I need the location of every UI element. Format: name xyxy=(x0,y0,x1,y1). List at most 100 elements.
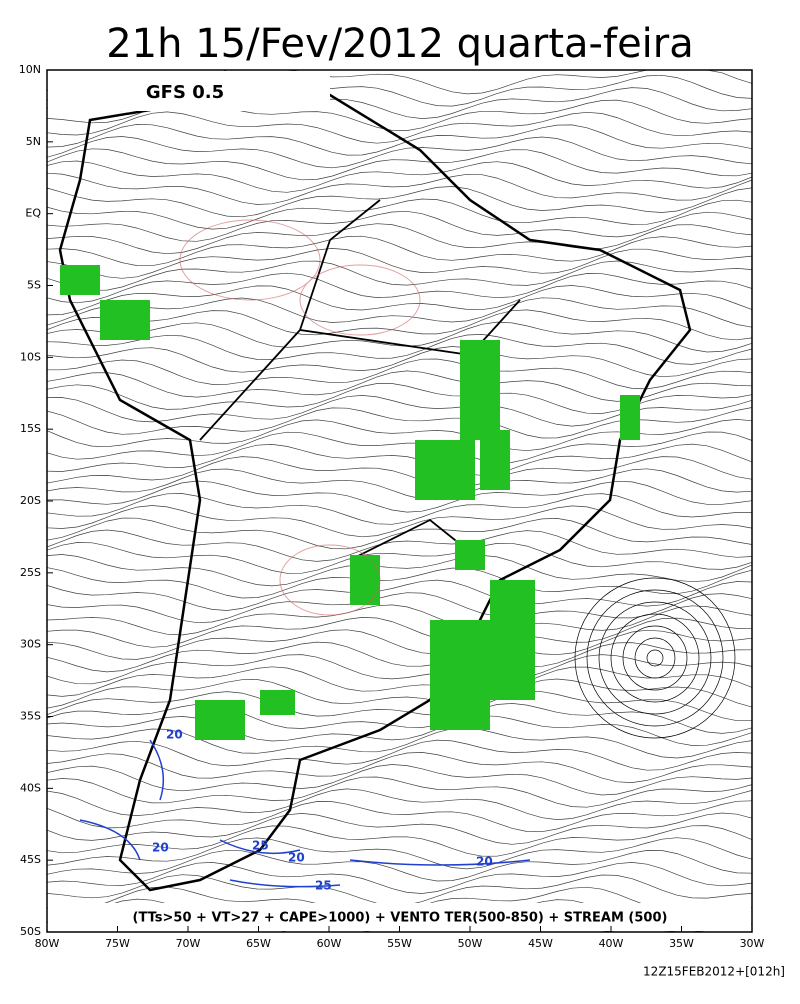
vortex xyxy=(586,589,724,727)
green-areas xyxy=(60,265,640,740)
streamline xyxy=(46,788,753,820)
streamline xyxy=(46,800,753,833)
lon-label: 65W xyxy=(246,937,271,950)
streamline xyxy=(46,727,753,759)
streamline xyxy=(46,186,753,218)
streamline xyxy=(46,210,753,242)
lat-label: 35S xyxy=(20,710,41,723)
map-frame xyxy=(46,69,753,933)
vortex xyxy=(598,601,712,715)
streamline xyxy=(46,480,753,513)
streamline xyxy=(46,579,753,611)
lon-label: 75W xyxy=(105,937,130,950)
lat-label: 20S xyxy=(20,494,41,507)
streamline xyxy=(46,456,753,488)
streamlines xyxy=(46,69,753,933)
lat-label: 15S xyxy=(20,422,41,435)
contour-label: 20 xyxy=(152,841,169,855)
streamline xyxy=(46,641,753,673)
streamline xyxy=(46,812,753,845)
streamline xyxy=(46,148,753,181)
lon-label: 30W xyxy=(740,937,765,950)
vortex xyxy=(610,613,700,703)
lat-label: 50S xyxy=(20,925,41,938)
streamline xyxy=(46,542,753,574)
lon-label: 45W xyxy=(528,937,553,950)
streamline xyxy=(46,849,753,882)
lat-label: 45S xyxy=(20,853,41,866)
streamline xyxy=(46,517,753,550)
vortex xyxy=(646,649,664,667)
lon-label: 80W xyxy=(35,937,60,950)
lon-label: 55W xyxy=(387,937,412,950)
streamline xyxy=(46,358,753,390)
streamline xyxy=(46,111,753,144)
streamline xyxy=(46,235,753,267)
streamline xyxy=(46,124,753,156)
streamline xyxy=(46,654,753,685)
lon-label: 40W xyxy=(599,937,624,950)
panel-label: GFS 0.5 xyxy=(146,82,224,103)
streamline xyxy=(46,703,753,734)
streamline xyxy=(46,666,753,697)
streamline xyxy=(46,285,753,316)
streamline xyxy=(46,629,753,660)
streamline xyxy=(46,321,753,353)
lon-label: 50W xyxy=(458,937,483,950)
contour-label: 20 xyxy=(476,855,493,869)
lat-label: EQ xyxy=(25,207,41,220)
label-box xyxy=(48,71,330,111)
streamline xyxy=(46,272,753,304)
streamline xyxy=(46,260,753,291)
streamline xyxy=(46,198,753,230)
wind-contours xyxy=(79,739,531,888)
lat-label: 5S xyxy=(27,279,41,292)
streamline xyxy=(46,604,753,636)
lon-label: 60W xyxy=(317,937,342,950)
streamline xyxy=(46,691,752,722)
contour-label: 20 xyxy=(288,851,305,865)
lon-label: 70W xyxy=(176,937,201,950)
contour-label: 25 xyxy=(315,879,332,893)
streamline xyxy=(46,172,753,205)
streamline xyxy=(46,715,753,746)
borders xyxy=(199,199,521,561)
title: 21h 15/Fev/2012 quarta-feira xyxy=(106,21,694,67)
lat-label: 40S xyxy=(20,781,41,794)
lat-label: 10N xyxy=(19,63,41,76)
lon-label: 35W xyxy=(669,937,694,950)
streamline xyxy=(46,443,753,476)
streamline xyxy=(46,617,753,648)
streamline xyxy=(46,505,753,538)
streamline xyxy=(46,248,753,279)
streamline xyxy=(46,825,753,857)
streamline xyxy=(46,678,753,709)
lat-label: 5N xyxy=(26,135,41,148)
contour-label: 25 xyxy=(252,839,269,853)
streamline xyxy=(46,554,753,587)
contour-label: 20 xyxy=(166,728,183,742)
cape-contours xyxy=(179,219,421,616)
caption: (TTs>50 + VT>27 + CAPE>1000) + VENTO TER… xyxy=(133,911,668,926)
streamline xyxy=(46,334,753,365)
streamline xyxy=(46,431,753,464)
streamline xyxy=(46,136,753,169)
lat-label: 30S xyxy=(20,638,41,651)
streamline xyxy=(46,160,753,193)
streamline xyxy=(46,468,753,501)
timestamp: 12Z15FEB2012+[012h] xyxy=(643,965,785,979)
streamline xyxy=(46,529,753,562)
streamline xyxy=(46,764,753,796)
streamline xyxy=(46,592,753,624)
lat-label: 10S xyxy=(20,350,41,363)
streamline xyxy=(46,346,753,378)
streamline xyxy=(46,493,752,525)
vortex xyxy=(622,625,688,691)
streamline xyxy=(46,297,753,328)
streamline xyxy=(46,223,753,255)
vortex xyxy=(574,577,736,739)
streamline xyxy=(46,862,753,894)
lat-label: 25S xyxy=(20,566,41,579)
